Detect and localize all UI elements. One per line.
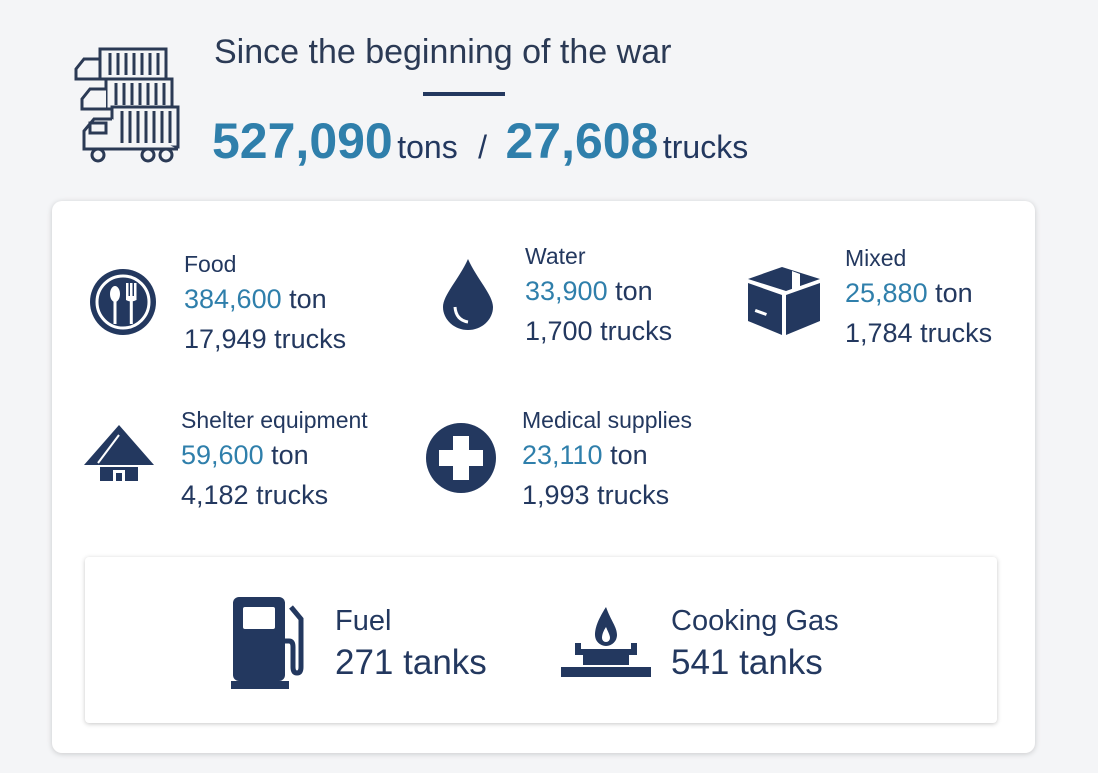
category-trucks: 1,784 [845, 318, 913, 348]
header-title: Since the beginning of the war [214, 33, 672, 71]
fuel-label: Fuel [335, 605, 392, 637]
total-tons-value: 527,090 [212, 113, 393, 169]
ton-unit: ton [935, 278, 973, 308]
category-trucks: 17,949 [184, 324, 267, 354]
ton-unit: ton [289, 284, 327, 314]
trucks-unit: trucks [256, 480, 329, 510]
category-tons: 59,600 [181, 440, 264, 470]
header: Since the beginning of the war 527,090 t… [0, 0, 1098, 190]
category-label: Medical supplies [522, 407, 693, 433]
box-icon [748, 267, 820, 335]
totals-line: 527,090 tons / 27,608 trucks [212, 112, 748, 170]
total-trucks-value: 27,608 [505, 113, 659, 169]
category-label: Mixed [845, 245, 907, 271]
cooking-gas-unit: tanks [739, 643, 823, 682]
category-label: Food [184, 251, 237, 277]
trucks-unit: trucks [274, 324, 347, 354]
category-trucks: 1,700 [525, 316, 593, 346]
trucks-unit: trucks [600, 316, 673, 346]
ton-unit: ton [610, 440, 648, 470]
category-tons: 25,880 [845, 278, 928, 308]
category-trucks: 4,182 [181, 480, 249, 510]
total-tons-unit: tons [397, 129, 458, 165]
category-label: Shelter equipment [181, 407, 368, 433]
food-plate-icon [90, 269, 156, 335]
category-label: Water [525, 243, 586, 269]
trucks-unit: trucks [920, 318, 993, 348]
category-tons: 23,110 [522, 440, 603, 470]
trucks-icon [74, 47, 180, 163]
cooking-gas-label: Cooking Gas [671, 605, 839, 637]
breakdown-card: Food 384,600 ton 17,949 trucks Water 33,… [52, 201, 1035, 753]
total-trucks-unit: trucks [662, 129, 749, 165]
fuel-pump-icon [231, 597, 304, 689]
water-drop-icon [443, 259, 493, 330]
tent-icon [84, 425, 154, 481]
trucks-unit: trucks [597, 480, 670, 510]
category-tons: 384,600 [184, 284, 282, 314]
fuel-unit: tanks [403, 643, 487, 682]
header-divider [423, 92, 505, 96]
category-tons: 33,900 [525, 276, 608, 306]
ton-unit: ton [615, 276, 653, 306]
ton-unit: ton [271, 440, 309, 470]
category-trucks: 1,993 [522, 480, 590, 510]
totals-separator: / [478, 129, 488, 165]
medical-cross-icon [426, 423, 496, 493]
fuel-gas-box: Fuel 271 tanks Cooking Gas 541 tanks [85, 557, 997, 723]
gas-burner-icon [561, 607, 651, 677]
fuel-count: 271 [335, 643, 394, 682]
cooking-gas-count: 541 [671, 643, 730, 682]
